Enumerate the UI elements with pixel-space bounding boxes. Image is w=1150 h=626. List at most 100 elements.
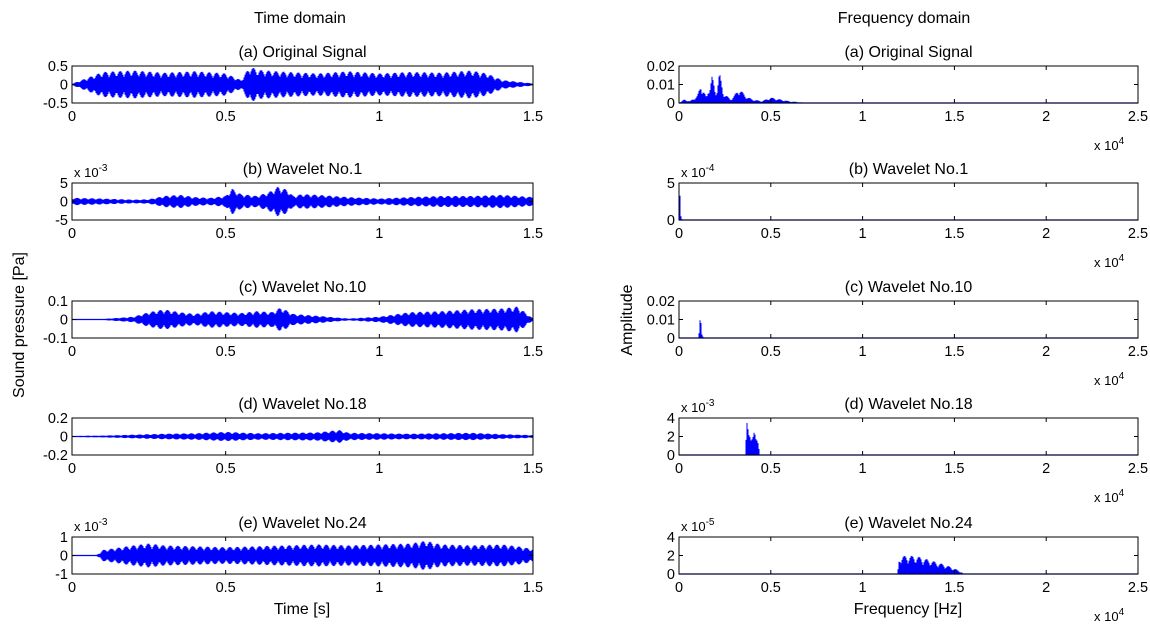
x-tick-label: 2: [1042, 580, 1050, 596]
panel-title: (c) Wavelet No.10: [239, 279, 367, 296]
x-tick-label: 0.5: [761, 109, 781, 125]
x-tick-label: 0: [68, 109, 76, 125]
x-tick-label: 1: [375, 461, 383, 477]
x-tick-label: 1.5: [523, 461, 543, 477]
panel-title: (c) Wavelet No.10: [845, 279, 973, 296]
y-multiplier: x 10-4: [681, 163, 715, 180]
y-tick-label: 1: [60, 530, 68, 546]
y-tick-label: 5: [60, 176, 68, 192]
x-tick-label: 0.5: [216, 461, 236, 477]
axes-box: [678, 182, 1139, 221]
panel-title: (e) Wavelet No.24: [238, 515, 366, 532]
x-tick-label: 1: [375, 226, 383, 242]
y-tick-label: -0.2: [43, 448, 68, 464]
signal-trace: [897, 555, 964, 574]
x-tick-label: 1.5: [944, 109, 964, 125]
x-tick-label: 0: [675, 109, 683, 125]
x-tick-label: 0: [68, 580, 76, 596]
panel-title: (a) Original Signal: [844, 44, 972, 61]
x-tick-label: 0: [675, 580, 683, 596]
y-multiplier: x 10-3: [681, 398, 715, 415]
signal-trace: [678, 189, 683, 220]
y-tick-label: 0.02: [647, 294, 675, 310]
panel-title: (e) Wavelet No.24: [844, 515, 972, 532]
x-tick-label: 0: [68, 226, 76, 242]
axes-box: [678, 65, 1139, 104]
x-tick-label: 0.5: [761, 461, 781, 477]
y-tick-label: 0: [667, 96, 675, 112]
x-tick-label: 0: [68, 461, 76, 477]
y-tick-label: -0.5: [43, 96, 68, 112]
panel-title: (d) Wavelet No.18: [844, 396, 972, 413]
signal-trace: [679, 75, 807, 103]
y-tick-label: 0: [60, 195, 68, 211]
x-tick-label: 2.5: [1128, 109, 1148, 125]
y-tick-label: 0: [60, 549, 68, 565]
x-multiplier: x 104: [1094, 607, 1125, 624]
panel-time-0: (a) Original Signal-0.500.50 0.5 1 1.5: [43, 44, 543, 125]
y-tick-label: 0: [667, 213, 675, 229]
panel-title: (b) Wavelet No.1: [243, 161, 363, 178]
x-tick-label: 2.5: [1128, 226, 1148, 242]
x-tick-label: 1: [859, 226, 867, 242]
x-tick-label: 1.5: [944, 580, 964, 596]
x-tick-label: 2.5: [1128, 344, 1148, 360]
freq-y-axis-label: Amplitude: [619, 284, 636, 355]
x-tick-label: 1: [375, 344, 383, 360]
y-tick-label: 0.01: [647, 78, 675, 94]
x-tick-label: 2.5: [1128, 461, 1148, 477]
panel-time-3: (d) Wavelet No.18-0.200.20 0.5 1 1.5: [43, 396, 543, 477]
x-tick-label: 1: [859, 580, 867, 596]
x-multiplier: x 104: [1094, 253, 1125, 270]
x-tick-label: 0.5: [216, 226, 236, 242]
y-tick-label: 0.02: [647, 59, 675, 75]
signal-trace: [698, 320, 704, 338]
time-x-axis-label: Time [s]: [274, 601, 330, 618]
x-tick-label: 0: [68, 344, 76, 360]
x-tick-label: 1.5: [523, 344, 543, 360]
y-multiplier: x 10-3: [74, 163, 108, 180]
y-tick-label: 0: [60, 313, 68, 329]
x-tick-label: 1: [375, 109, 383, 125]
x-multiplier: x 104: [1094, 488, 1125, 505]
x-tick-label: 2: [1042, 344, 1050, 360]
x-tick-label: 1.5: [944, 344, 964, 360]
x-tick-label: 1.5: [523, 580, 543, 596]
x-tick-label: 0: [675, 344, 683, 360]
x-tick-label: 0.5: [216, 580, 236, 596]
y-tick-label: 5: [667, 176, 675, 192]
y-tick-label: 0: [667, 567, 675, 583]
x-tick-label: 2: [1042, 226, 1050, 242]
x-tick-label: 1.5: [523, 226, 543, 242]
y-tick-label: 4: [667, 411, 675, 427]
x-tick-label: 1.5: [944, 226, 964, 242]
x-tick-label: 0.5: [761, 580, 781, 596]
signal-trace: [745, 423, 760, 455]
x-tick-label: 1.5: [944, 461, 964, 477]
frequency-domain-header: Frequency domain: [838, 10, 971, 27]
x-tick-label: 1: [859, 109, 867, 125]
x-tick-label: 0.5: [216, 109, 236, 125]
x-tick-label: 2.5: [1128, 580, 1148, 596]
y-tick-label: -5: [55, 213, 68, 229]
panel-title: (d) Wavelet No.18: [238, 396, 366, 413]
y-multiplier: x 10-5: [681, 517, 715, 534]
x-tick-label: 0.5: [216, 344, 236, 360]
y-tick-label: -1: [55, 567, 68, 583]
panels: (a) Original Signal-0.500.50 0.5 1 1.5(a) O…: [43, 44, 1148, 624]
x-tick-label: 1: [375, 580, 383, 596]
y-tick-label: 0.01: [647, 313, 675, 329]
axes-box: [678, 300, 1139, 339]
x-multiplier: x 104: [1094, 371, 1125, 388]
x-multiplier: x 104: [1094, 136, 1125, 153]
y-tick-label: 0.1: [48, 294, 68, 310]
y-tick-label: 0: [60, 78, 68, 94]
y-multiplier: x 10-3: [74, 517, 108, 534]
